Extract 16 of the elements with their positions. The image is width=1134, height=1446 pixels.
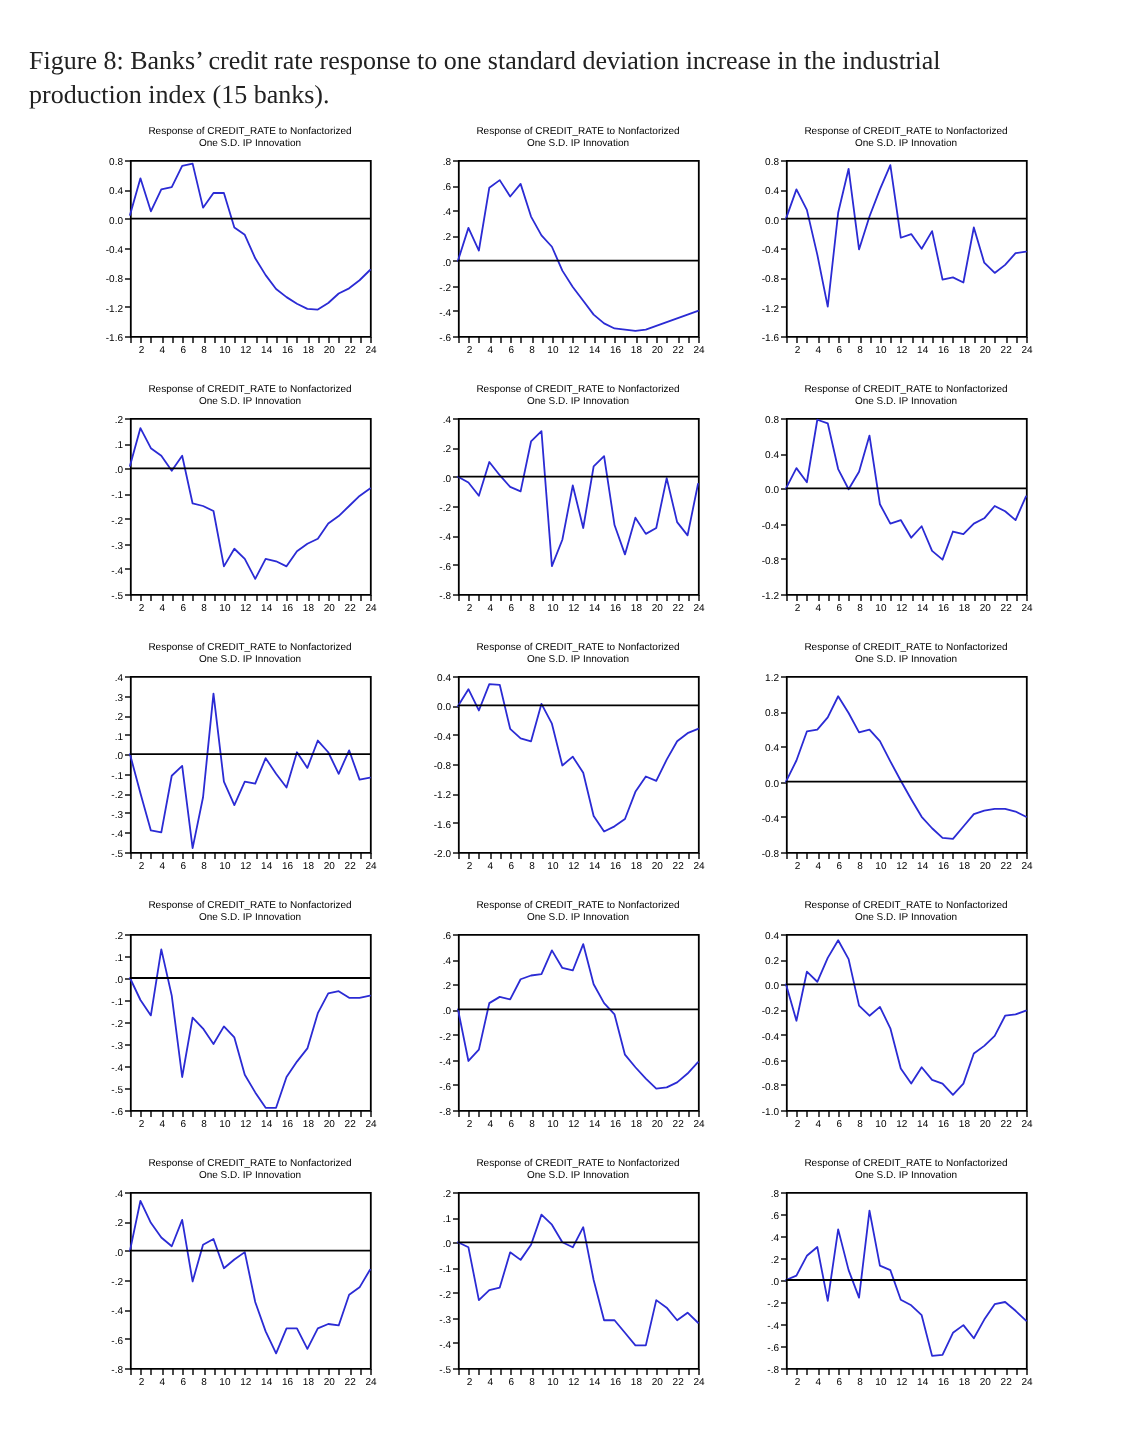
line-series <box>785 695 1027 840</box>
line-series <box>129 1199 371 1355</box>
line-series <box>129 427 371 580</box>
line-series <box>785 1209 1027 1357</box>
line-series <box>129 692 371 849</box>
line-series <box>457 1213 699 1347</box>
line-series <box>785 418 1027 561</box>
line-series <box>457 179 699 332</box>
line-series <box>457 943 699 1090</box>
line-series <box>129 162 371 311</box>
line-series <box>785 164 1027 308</box>
caption: Figure 8: Banks’ credit rate response to one standard deviation increase in the industrial production index (15 banks). <box>29 45 942 110</box>
line-series <box>785 939 1027 1096</box>
line-series <box>457 683 699 833</box>
line-series <box>457 430 699 568</box>
line-series <box>129 948 371 1109</box>
